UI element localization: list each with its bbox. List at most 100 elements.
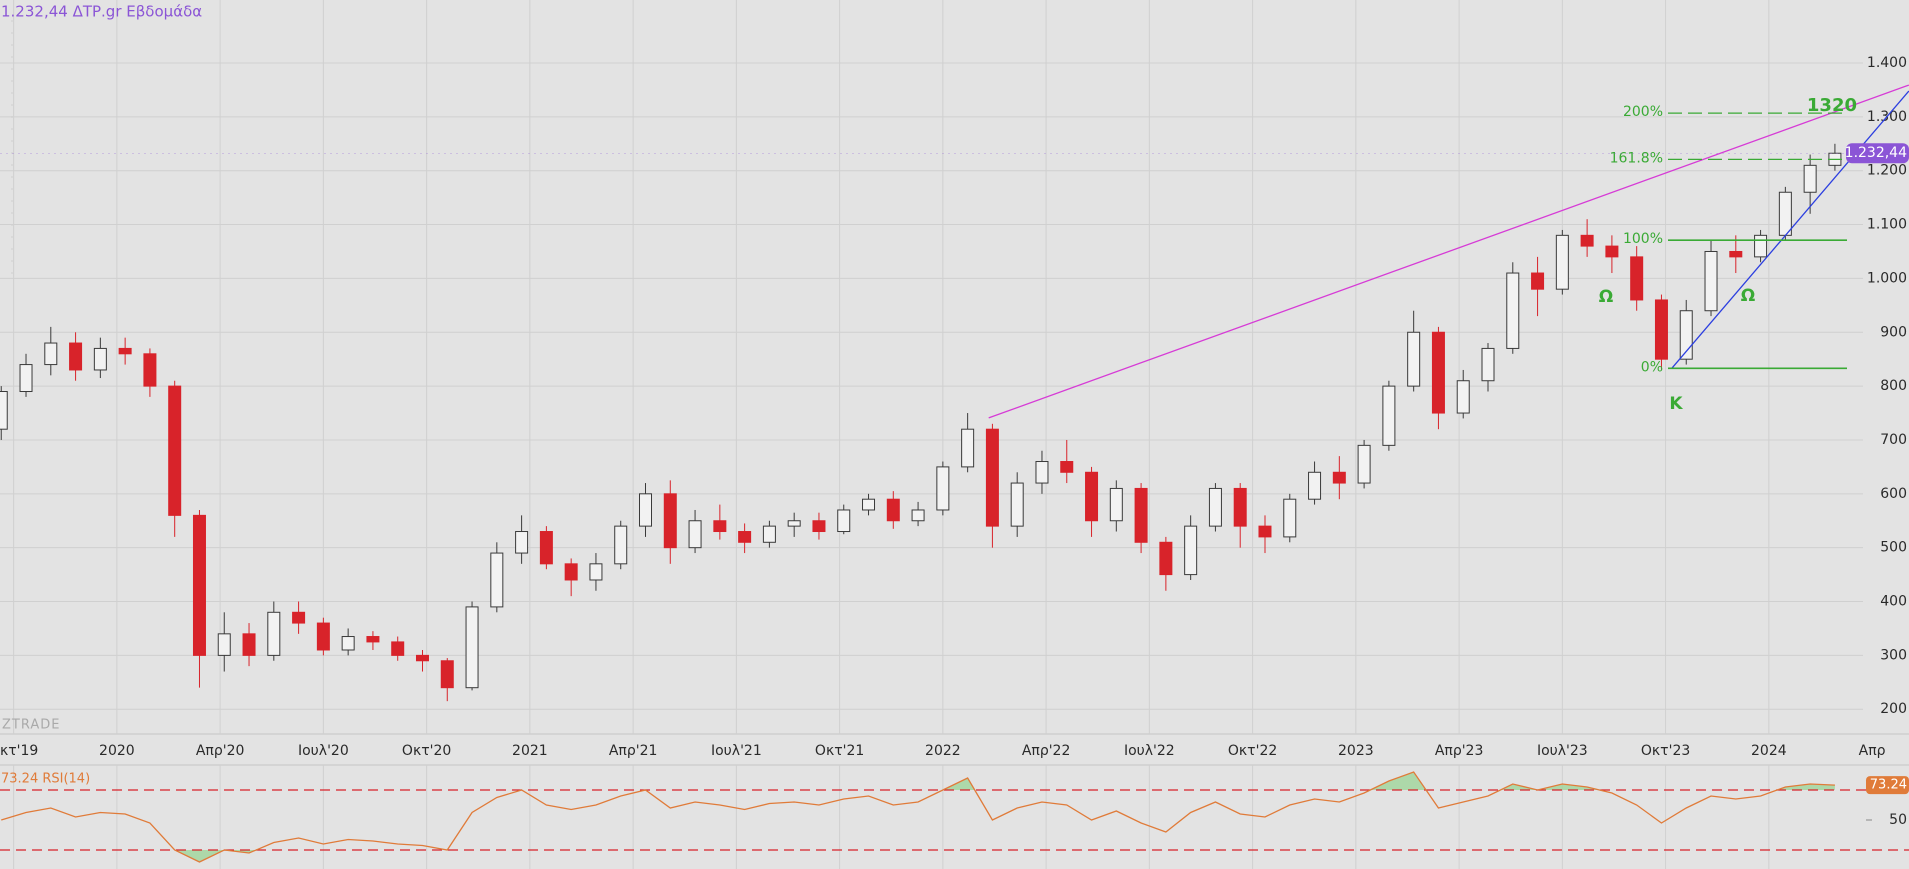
y-tick-label: 300 [1880,647,1907,663]
candle-body [192,514,206,656]
candle-body [490,552,504,608]
x-tick-label: Οκτ'19 [0,743,38,759]
overlay: 200% 161.8% 100% 0% 1320 1.232,44 [0,84,1909,419]
candle-body [341,636,355,651]
x-tick-label: Ιουλ'21 [711,743,762,759]
y-tick-label: 700 [1880,432,1907,448]
x-tick-label: Ιουλ'23 [1537,743,1588,759]
candle-body [812,520,826,533]
candle-body [1159,541,1173,576]
candle-body [19,364,33,393]
candle-body [886,498,900,522]
x-tick-label: Οκτ'21 [815,743,864,759]
candle-body [985,428,999,527]
candle-body [1060,461,1074,473]
x-tick-label: Απρ'21 [609,743,658,759]
wave-annotation: K [1669,394,1683,414]
candle-body [961,428,975,468]
candle-body [1605,245,1619,258]
candle-body [1555,234,1569,290]
y-tick-label: 600 [1880,486,1907,502]
rsi-tag [1866,776,1909,795]
candle-body [663,493,677,549]
fib-label: 161.8% [1610,150,1663,166]
y-tick-label: 200 [1880,701,1907,717]
x-tick-label: Απρ'22 [1022,743,1071,759]
candle-body [1283,498,1297,538]
target-label: 1320 [1807,95,1857,116]
candle-body [1233,487,1247,527]
candle-body [415,654,429,662]
candle-body [515,531,529,554]
candle-body [0,391,8,430]
candle-body [1704,250,1718,312]
candle-body [1308,471,1322,500]
candle-body [391,641,405,656]
candle-body [1506,272,1520,349]
candle-body [688,520,702,549]
candle-body [1010,482,1024,527]
x-tick-label: Ιουλ'22 [1124,743,1175,759]
y-tick-label: 1.000 [1867,270,1907,286]
candle-body [93,347,107,371]
fib-label: 100% [1623,231,1663,247]
y-tick-label: 1.200 [1867,163,1907,179]
y-tick-label: 1.100 [1867,217,1907,233]
candle-body [1258,525,1272,538]
y-tick-label: 900 [1880,324,1907,340]
candle-body [589,563,603,581]
candle-body [1778,191,1792,236]
x-tick-label: Οκτ'20 [402,743,451,759]
fib-label: 0% [1641,359,1663,375]
candle-body [143,353,157,387]
x-tick-label: Απρ [1859,743,1886,759]
candle-body [217,633,231,656]
candle-body [465,606,479,689]
candle-body [1134,487,1148,543]
x-tick-label: 2022 [925,743,961,759]
wave-annotation: Ω [1599,287,1613,307]
watermark: ZTRADE [2,718,60,733]
candle-body [1085,471,1099,522]
candle-body [1407,331,1421,387]
last-price-label: 1.232,44 [1845,145,1907,161]
candle-body [168,385,182,516]
candle-body [292,611,306,624]
candle-body [1654,299,1668,360]
y-tick-label: 50 [1889,812,1907,828]
x-tick-label: 2023 [1338,743,1374,759]
candle-body [1531,272,1545,290]
trendline [988,84,1909,419]
candle-body [639,493,653,527]
y-tick-label: 500 [1880,540,1907,556]
candle-body [267,611,281,656]
x-tick-label: 2024 [1751,743,1787,759]
candle-body [1035,461,1049,484]
x-tick-label: Οκτ'23 [1641,743,1690,759]
x-tick-label: 2020 [99,743,135,759]
candle-body [564,563,578,581]
candle-body [1109,487,1123,522]
candle-body [1184,525,1198,576]
candle-body [366,636,380,643]
rsi-zone-fill [1,850,1835,862]
y-tick-label: 400 [1880,594,1907,610]
candle-body [118,347,132,355]
candle-body [1382,385,1396,446]
x-tick-label: Οκτ'22 [1228,743,1277,759]
candle-body [1332,471,1346,484]
candle-body [1481,347,1495,382]
x-tick-label: Ιουλ'20 [298,743,349,759]
rsi-title: 73.24 RSI(14) [1,772,90,787]
candle-body [1208,487,1222,527]
rsi-last-label: 73.24 [1870,778,1907,793]
y-tick-label: 800 [1880,378,1907,394]
x-tick-label: Απρ'20 [196,743,245,759]
candle-body [911,509,925,522]
candle-body [837,509,851,533]
wave-annotation: Ω [1741,286,1755,306]
candle-body [1456,380,1470,414]
last-price-tag [1846,143,1909,164]
